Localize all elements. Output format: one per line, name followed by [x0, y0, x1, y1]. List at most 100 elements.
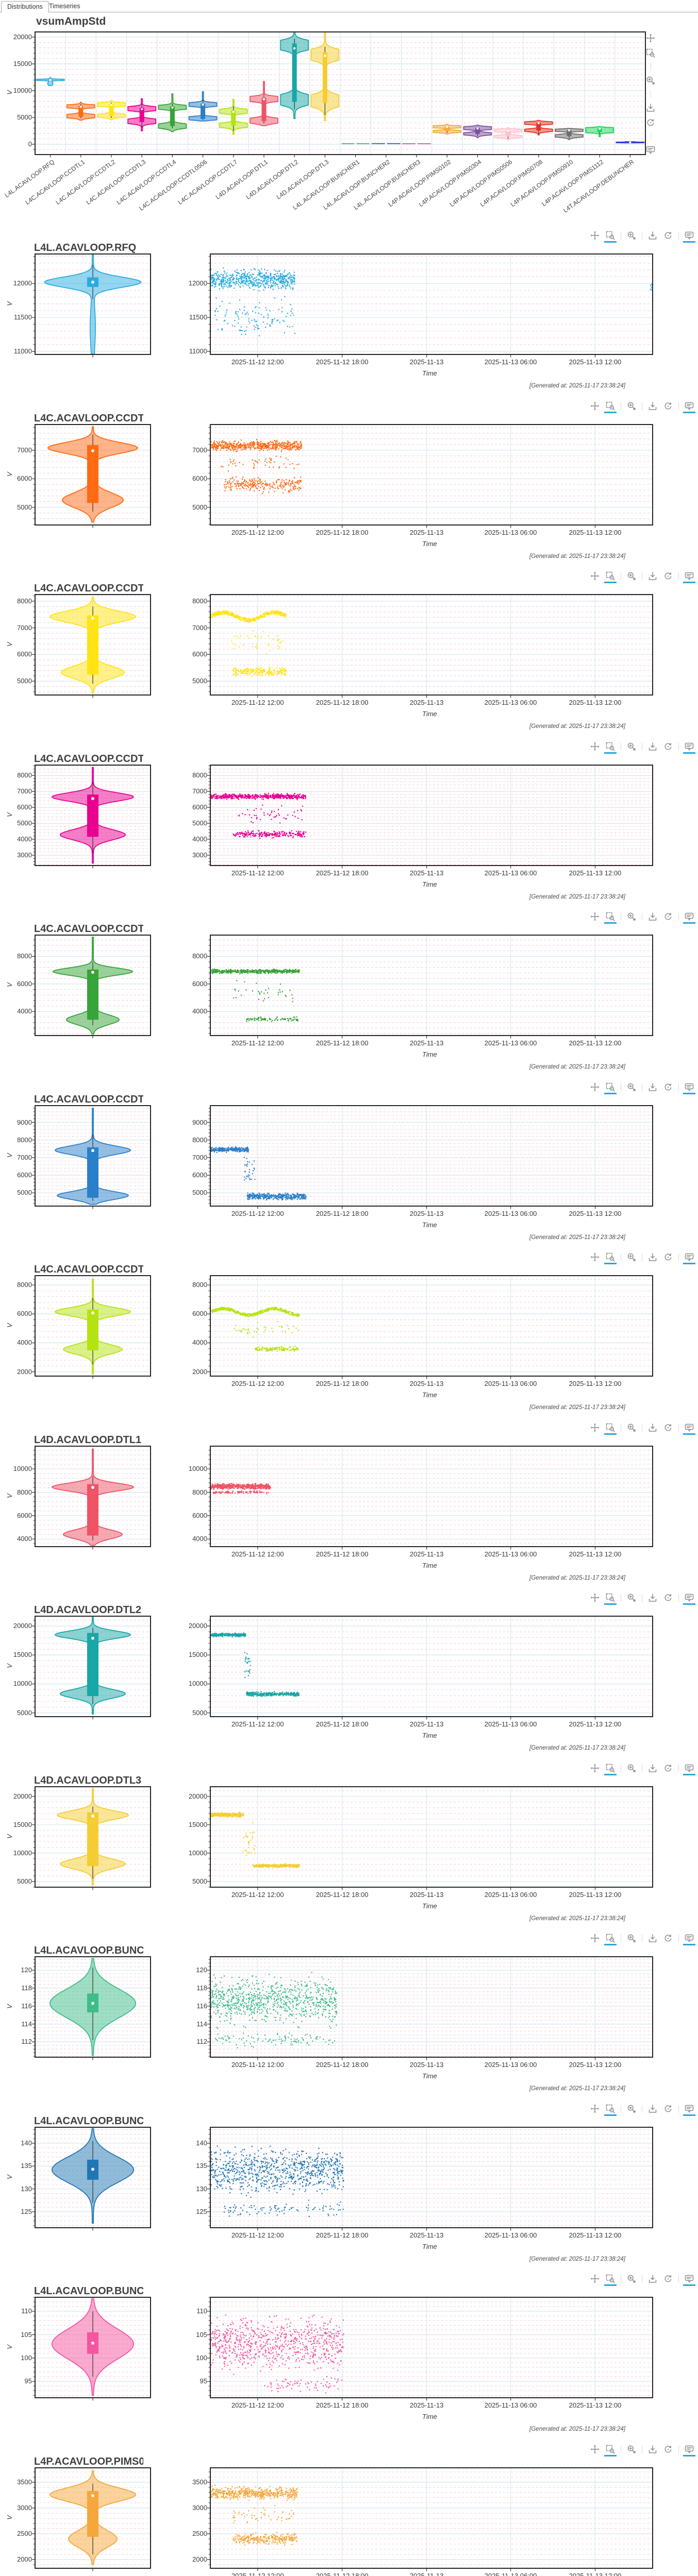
timeseries-plot-L4C.ACAVLOOP.CCDTL3[interactable]: [203, 764, 654, 873]
timeseries-plot-L4C.ACAVLOOP.CCDTL4[interactable]: [203, 934, 654, 1043]
zoom-in-icon[interactable]: [626, 1763, 637, 1773]
timeseries-plot-L4C.ACAVLOOP.CCDTL1[interactable]: [203, 423, 654, 532]
timeseries-plot-L4D.ACAVLOOP.DTL2[interactable]: [203, 1615, 654, 1724]
pan-icon[interactable]: [645, 33, 656, 43]
hover-icon[interactable]: [645, 145, 656, 155]
box-zoom-icon[interactable]: [604, 571, 617, 583]
hover-icon[interactable]: [683, 1252, 695, 1264]
zoom-in-icon[interactable]: [626, 1082, 637, 1092]
hover-icon[interactable]: [683, 1763, 695, 1775]
violin-plot-L4D.ACAVLOOP.DTL1[interactable]: [28, 1445, 152, 1554]
pan-icon[interactable]: [590, 571, 600, 581]
reset-icon[interactable]: [663, 2104, 673, 2114]
reset-icon[interactable]: [663, 230, 673, 241]
hover-icon[interactable]: [683, 571, 695, 583]
box-zoom-icon[interactable]: [604, 2444, 617, 2456]
violin-plot-L4D.ACAVLOOP.DTL3[interactable]: [28, 1785, 152, 1894]
hover-icon[interactable]: [683, 2274, 695, 2286]
timeseries-plot-L4L.ACAVLOOP.BUNCHER2[interactable]: [203, 2126, 654, 2235]
download-icon[interactable]: [647, 1592, 658, 1603]
box-zoom-icon[interactable]: [645, 48, 656, 58]
zoom-in-icon[interactable]: [626, 2104, 637, 2114]
pan-icon[interactable]: [590, 741, 600, 752]
zoom-in-icon[interactable]: [626, 1252, 637, 1262]
pan-icon[interactable]: [590, 1422, 600, 1433]
hover-icon[interactable]: [683, 741, 695, 754]
download-icon[interactable]: [647, 1422, 658, 1433]
download-icon[interactable]: [647, 911, 658, 922]
overview-violin-plot[interactable]: [28, 30, 647, 162]
zoom-in-icon[interactable]: [626, 2274, 637, 2284]
timeseries-plot-L4C.ACAVLOOP.CCDTL2[interactable]: [203, 593, 654, 702]
download-icon[interactable]: [647, 2274, 658, 2284]
download-icon[interactable]: [647, 2104, 658, 2114]
download-icon[interactable]: [645, 103, 656, 113]
reset-icon[interactable]: [663, 1763, 673, 1773]
zoom-in-icon[interactable]: [626, 230, 637, 241]
reset-icon[interactable]: [663, 401, 673, 411]
download-icon[interactable]: [647, 2444, 658, 2454]
box-zoom-icon[interactable]: [604, 741, 617, 754]
box-zoom-icon[interactable]: [604, 1933, 617, 1945]
violin-plot-L4C.ACAVLOOP.CCDTL1[interactable]: [28, 423, 152, 532]
box-zoom-icon[interactable]: [604, 1592, 617, 1605]
violin-plot-L4L.ACAVLOOP.BUNCHER3[interactable]: [28, 2296, 152, 2405]
tab-distributions[interactable]: Distributions: [1, 1, 49, 13]
hover-icon[interactable]: [683, 1592, 695, 1605]
violin-plot-L4L.ACAVLOOP.BUNCHER2[interactable]: [28, 2126, 152, 2235]
timeseries-plot-L4L.ACAVLOOP.BUNCHER3[interactable]: [203, 2296, 654, 2405]
download-icon[interactable]: [647, 1082, 658, 1092]
hover-icon[interactable]: [683, 401, 695, 413]
box-zoom-icon[interactable]: [604, 230, 617, 243]
box-zoom-icon[interactable]: [604, 1252, 617, 1264]
zoom-in-icon[interactable]: [626, 401, 637, 411]
hover-icon[interactable]: [683, 2104, 695, 2116]
pan-icon[interactable]: [590, 401, 600, 411]
violin-plot-L4L.ACAVLOOP.RFQ[interactable]: [28, 252, 152, 362]
pan-icon[interactable]: [590, 2444, 600, 2454]
timeseries-plot-L4L.ACAVLOOP.RFQ[interactable]: [203, 252, 654, 362]
hover-icon[interactable]: [683, 2444, 695, 2456]
timeseries-plot-L4C.ACAVLOOP.CCDTL0506[interactable]: [203, 1104, 654, 1213]
reset-icon[interactable]: [663, 911, 673, 922]
pan-icon[interactable]: [590, 1252, 600, 1262]
reset-icon[interactable]: [663, 1422, 673, 1433]
zoom-in-icon[interactable]: [626, 741, 637, 752]
hover-icon[interactable]: [683, 911, 695, 924]
download-icon[interactable]: [647, 571, 658, 581]
reset-icon[interactable]: [663, 741, 673, 752]
zoom-in-icon[interactable]: [645, 75, 656, 86]
zoom-in-icon[interactable]: [626, 571, 637, 581]
zoom-in-icon[interactable]: [626, 2444, 637, 2454]
download-icon[interactable]: [647, 741, 658, 752]
zoom-in-icon[interactable]: [626, 911, 637, 922]
violin-plot-L4C.ACAVLOOP.CCDTL2[interactable]: [28, 593, 152, 702]
pan-icon[interactable]: [590, 1082, 600, 1092]
tab-timeseries[interactable]: Timeseries: [49, 3, 80, 10]
violin-plot-L4P.ACAVLOOP.PIMS0102[interactable]: [28, 2466, 152, 2575]
pan-icon[interactable]: [590, 1933, 600, 1943]
download-icon[interactable]: [647, 230, 658, 241]
pan-icon[interactable]: [590, 2274, 600, 2284]
reset-icon[interactable]: [663, 1252, 673, 1262]
violin-plot-L4D.ACAVLOOP.DTL2[interactable]: [28, 1615, 152, 1724]
reset-icon[interactable]: [645, 117, 656, 128]
zoom-in-icon[interactable]: [626, 1592, 637, 1603]
reset-icon[interactable]: [663, 571, 673, 581]
box-zoom-icon[interactable]: [604, 2104, 617, 2116]
box-zoom-icon[interactable]: [604, 2274, 617, 2286]
hover-icon[interactable]: [683, 1082, 695, 1094]
violin-plot-L4C.ACAVLOOP.CCDTL0506[interactable]: [28, 1104, 152, 1213]
pan-icon[interactable]: [590, 2104, 600, 2114]
violin-plot-L4C.ACAVLOOP.CCDTL4[interactable]: [28, 934, 152, 1043]
zoom-in-icon[interactable]: [626, 1933, 637, 1943]
pan-icon[interactable]: [590, 1763, 600, 1773]
reset-icon[interactable]: [663, 2274, 673, 2284]
pan-icon[interactable]: [590, 230, 600, 241]
hover-icon[interactable]: [683, 1933, 695, 1945]
box-zoom-icon[interactable]: [604, 911, 617, 924]
hover-icon[interactable]: [683, 1422, 695, 1435]
violin-plot-L4C.ACAVLOOP.CCDTL3[interactable]: [28, 764, 152, 873]
hover-icon[interactable]: [683, 230, 695, 243]
reset-icon[interactable]: [663, 1082, 673, 1092]
